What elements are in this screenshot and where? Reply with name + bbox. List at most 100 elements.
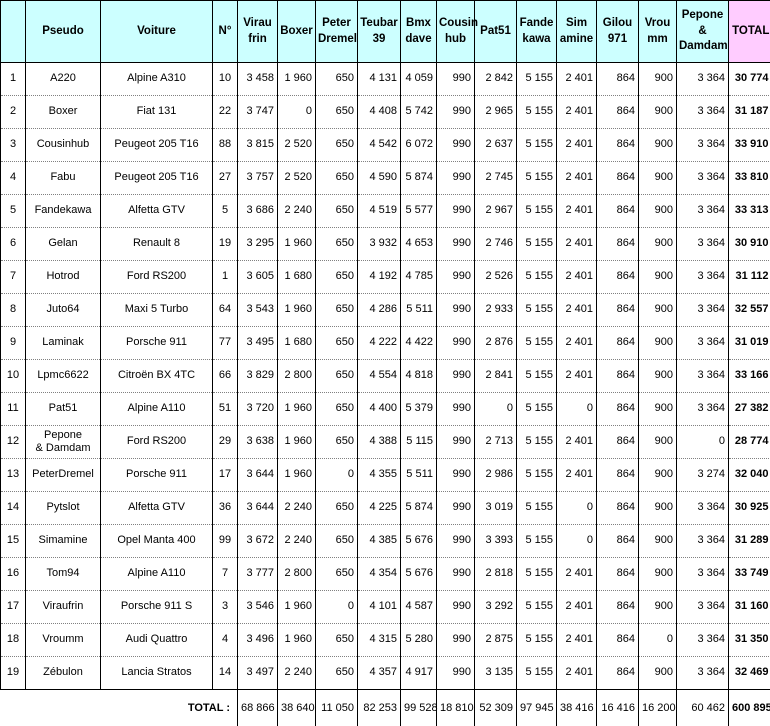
- score-cell: 900: [639, 525, 677, 558]
- column-total-cell: 16 200: [639, 690, 677, 726]
- car-number-cell: 99: [213, 525, 238, 558]
- column-header: Voiture: [101, 1, 213, 63]
- score-cell: 5 577: [401, 195, 437, 228]
- score-cell: 900: [639, 96, 677, 129]
- rank-cell: 4: [1, 162, 26, 195]
- rank-cell: 14: [1, 492, 26, 525]
- row-total-cell: 27 382: [729, 393, 770, 426]
- score-cell: 4 653: [401, 228, 437, 261]
- car-number-cell: 36: [213, 492, 238, 525]
- score-cell: 4 422: [401, 327, 437, 360]
- score-cell: 900: [639, 426, 677, 459]
- score-cell: 990: [437, 459, 475, 492]
- score-cell: 4 354: [358, 558, 401, 591]
- score-cell: 2 800: [278, 360, 316, 393]
- score-cell: 4 917: [401, 657, 437, 690]
- rank-cell: 6: [1, 228, 26, 261]
- score-cell: 3 638: [238, 426, 278, 459]
- score-cell: 3 364: [677, 525, 729, 558]
- score-cell: 3 720: [238, 393, 278, 426]
- score-cell: 4 131: [358, 63, 401, 96]
- score-cell: 864: [597, 63, 639, 96]
- column-total-cell: 11 050: [316, 690, 358, 726]
- score-cell: 5 155: [517, 96, 557, 129]
- voiture-cell: Maxi 5 Turbo: [101, 294, 213, 327]
- score-cell: 4 408: [358, 96, 401, 129]
- score-cell: 0: [639, 624, 677, 657]
- row-total-cell: 33 910: [729, 129, 770, 162]
- score-cell: 4 519: [358, 195, 401, 228]
- score-cell: 650: [316, 63, 358, 96]
- score-cell: 3 295: [238, 228, 278, 261]
- pseudo-cell: Lpmc6622: [26, 360, 101, 393]
- pseudo-cell: Fandekawa: [26, 195, 101, 228]
- score-cell: 3 364: [677, 261, 729, 294]
- score-cell: 2 876: [475, 327, 517, 360]
- voiture-cell: Fiat 131: [101, 96, 213, 129]
- column-header: Cousin hub: [437, 1, 475, 63]
- score-cell: 864: [597, 393, 639, 426]
- car-number-cell: 14: [213, 657, 238, 690]
- column-header: N°: [213, 1, 238, 63]
- score-cell: 5 676: [401, 558, 437, 591]
- score-cell: 5 155: [517, 525, 557, 558]
- score-cell: 5 676: [401, 525, 437, 558]
- pseudo-cell: Hotrod: [26, 261, 101, 294]
- score-cell: 5 155: [517, 63, 557, 96]
- score-cell: 2 401: [557, 657, 597, 690]
- score-cell: 1 960: [278, 591, 316, 624]
- score-cell: 864: [597, 327, 639, 360]
- score-cell: 2 401: [557, 195, 597, 228]
- score-cell: 4 400: [358, 393, 401, 426]
- score-cell: 2 637: [475, 129, 517, 162]
- score-cell: 5 155: [517, 459, 557, 492]
- score-cell: 2 875: [475, 624, 517, 657]
- score-cell: 1 960: [278, 228, 316, 261]
- rank-column-header: [1, 1, 26, 63]
- score-cell: 3 364: [677, 624, 729, 657]
- score-cell: 900: [639, 129, 677, 162]
- score-cell: 900: [639, 492, 677, 525]
- score-cell: 1 680: [278, 261, 316, 294]
- score-cell: 3 605: [238, 261, 278, 294]
- score-cell: 990: [437, 657, 475, 690]
- score-cell: 2 965: [475, 96, 517, 129]
- score-cell: 5 742: [401, 96, 437, 129]
- score-cell: 5 379: [401, 393, 437, 426]
- score-cell: 900: [639, 558, 677, 591]
- score-cell: 5 155: [517, 195, 557, 228]
- score-cell: 4 315: [358, 624, 401, 657]
- score-cell: 3 777: [238, 558, 278, 591]
- score-cell: 1 960: [278, 426, 316, 459]
- row-total-cell: 33 749: [729, 558, 770, 591]
- score-cell: 4 818: [401, 360, 437, 393]
- score-cell: 3 458: [238, 63, 278, 96]
- voiture-cell: Porsche 911: [101, 459, 213, 492]
- score-cell: 5 155: [517, 492, 557, 525]
- score-cell: 2 401: [557, 426, 597, 459]
- score-cell: 2 240: [278, 492, 316, 525]
- score-cell: 4 542: [358, 129, 401, 162]
- pseudo-cell: Viraufrin: [26, 591, 101, 624]
- score-cell: 5 155: [517, 657, 557, 690]
- score-cell: 864: [597, 360, 639, 393]
- pseudo-cell: Pytslot: [26, 492, 101, 525]
- rank-cell: 16: [1, 558, 26, 591]
- score-cell: 990: [437, 558, 475, 591]
- car-number-cell: 66: [213, 360, 238, 393]
- score-cell: 0: [557, 525, 597, 558]
- score-cell: 3 364: [677, 360, 729, 393]
- score-cell: 4 388: [358, 426, 401, 459]
- score-cell: 650: [316, 261, 358, 294]
- car-number-cell: 19: [213, 228, 238, 261]
- score-cell: 990: [437, 195, 475, 228]
- row-total-cell: 33 810: [729, 162, 770, 195]
- car-number-cell: 29: [213, 426, 238, 459]
